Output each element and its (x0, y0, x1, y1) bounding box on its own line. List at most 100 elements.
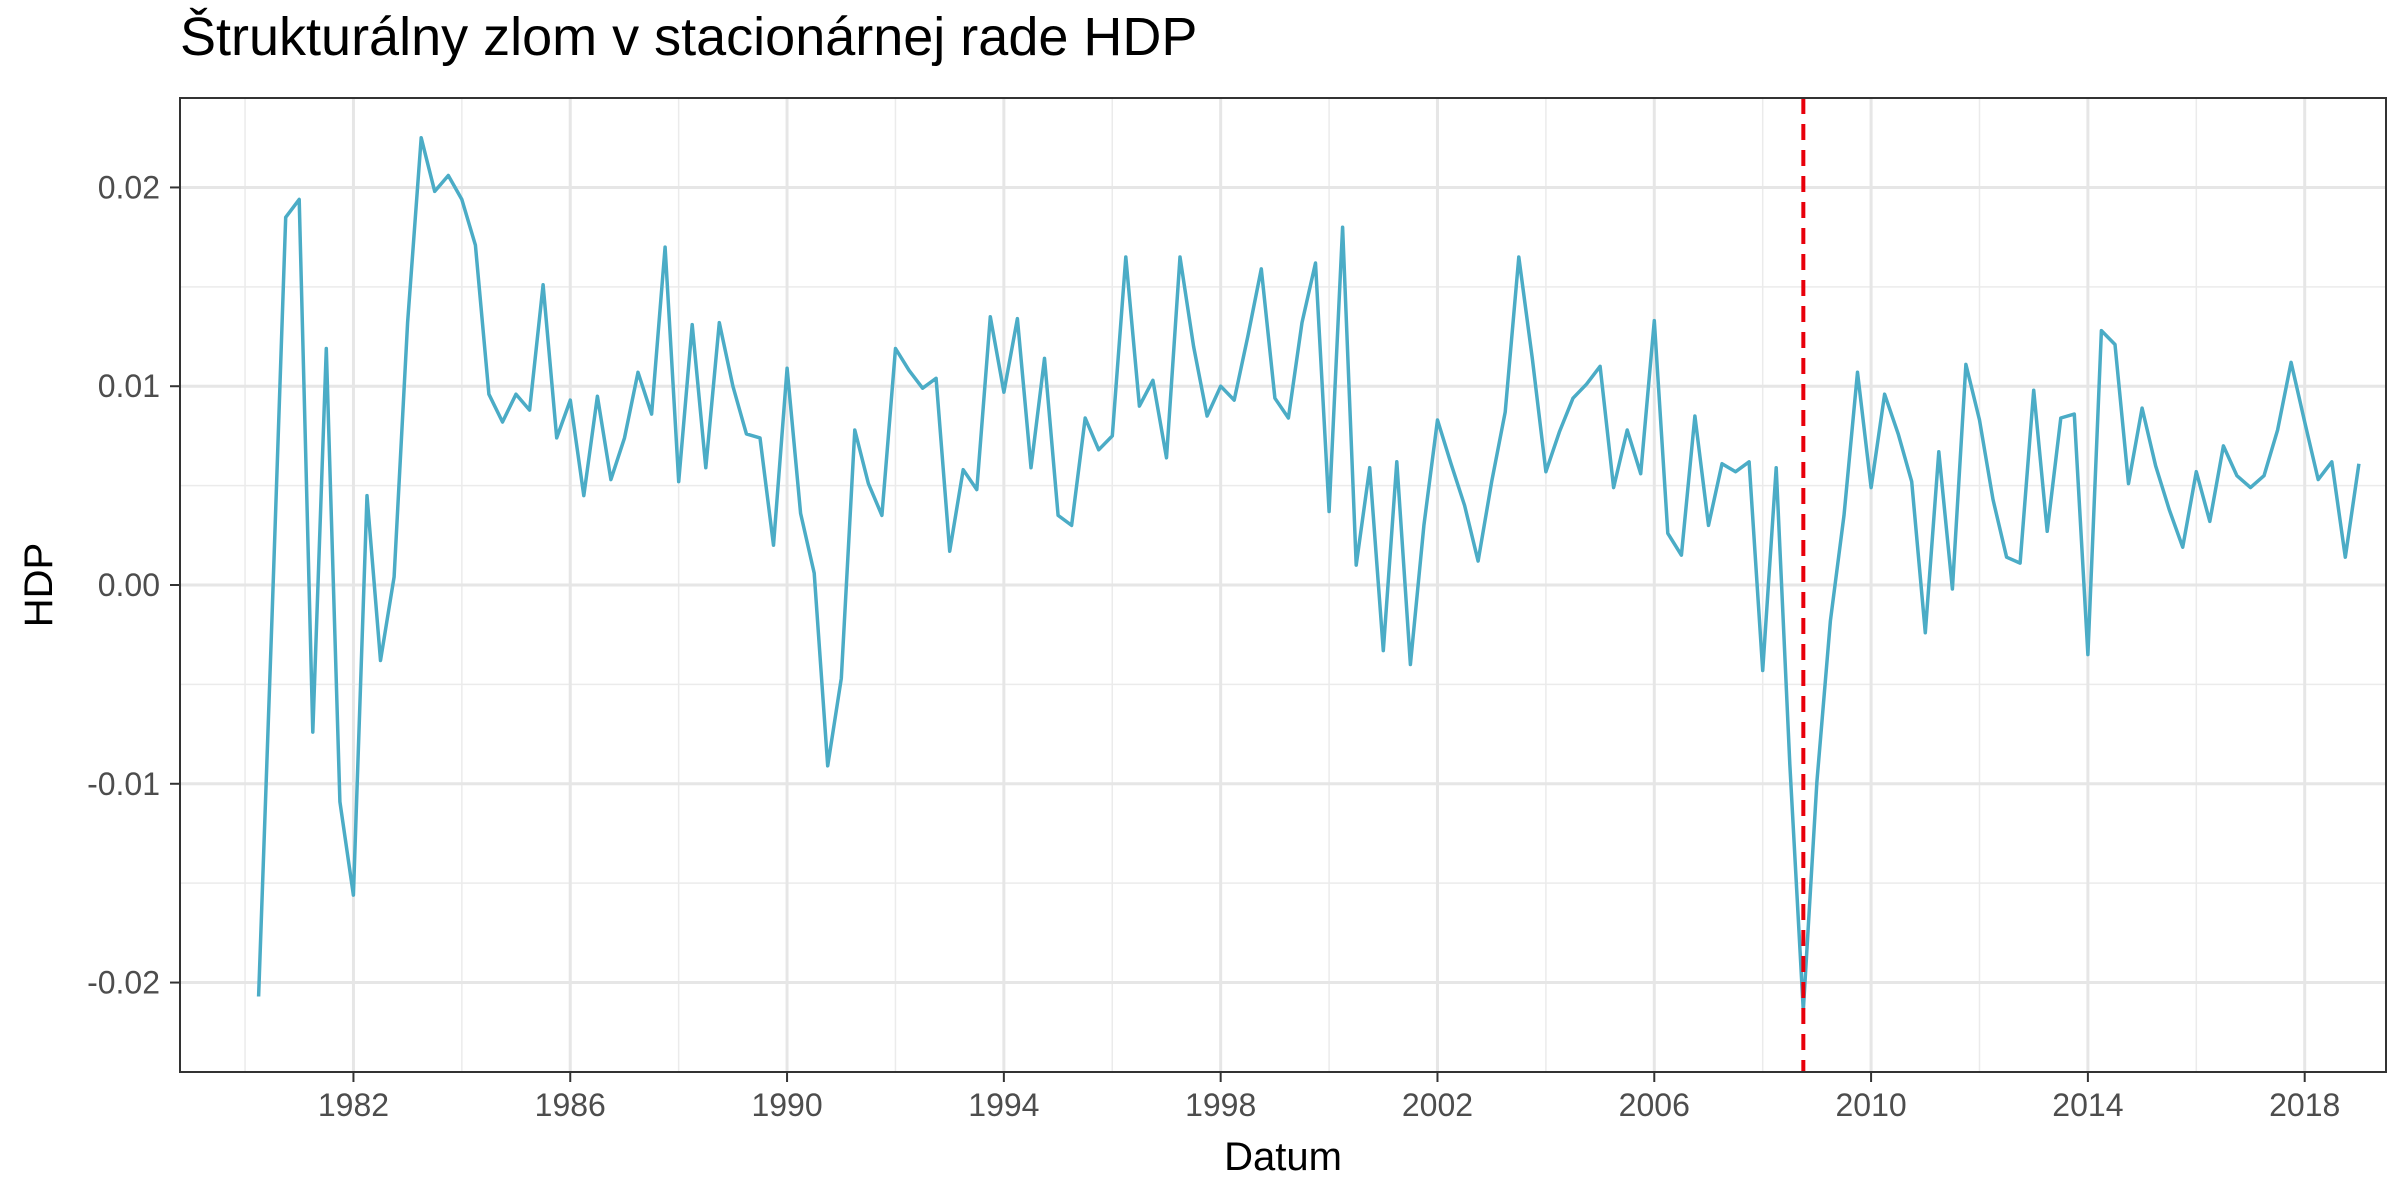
data-point (772, 543, 776, 547)
data-point (297, 197, 301, 201)
x-tick-label: 2010 (1835, 1087, 1906, 1123)
data-point (1923, 631, 1927, 635)
data-point (568, 398, 572, 402)
data-point (2127, 482, 2131, 486)
data-point (2086, 653, 2090, 657)
data-point (1977, 418, 1981, 422)
data-point (1015, 317, 1019, 321)
data-point (2303, 420, 2307, 424)
data-point (704, 466, 708, 470)
data-point (731, 384, 735, 388)
data-point (717, 321, 721, 325)
data-point (677, 480, 681, 484)
x-tick-label: 1986 (535, 1087, 606, 1123)
data-point (460, 197, 464, 201)
data-point (541, 283, 545, 287)
data-point (866, 482, 870, 486)
data-point (609, 478, 613, 482)
data-point (1490, 480, 1494, 484)
data-point (1544, 470, 1548, 474)
x-tick-label: 1998 (1185, 1087, 1256, 1123)
data-point (1815, 780, 1819, 784)
data-point (406, 321, 410, 325)
data-point (1395, 460, 1399, 464)
data-point (1991, 498, 1995, 502)
y-axis-ticks: -0.02 -0.01 0.00 0.01 0.02 (87, 169, 180, 1001)
data-point (2343, 555, 2347, 559)
data-point (473, 243, 477, 247)
data-point (1910, 480, 1914, 484)
grid-major (180, 98, 2386, 1072)
x-axis-ticks: 1982 1986 1990 1994 1998 2002 2006 2010 2014 2018 (318, 1072, 2340, 1123)
data-point (2262, 474, 2266, 478)
data-point (839, 676, 843, 680)
series-layer (256, 136, 2361, 1013)
data-point (1828, 619, 1832, 623)
data-point (1286, 416, 1290, 420)
data-point (1571, 396, 1575, 400)
data-point (1273, 396, 1277, 400)
data-point (636, 370, 640, 374)
data-point (2032, 388, 2036, 392)
data-point (351, 893, 355, 897)
x-tick-label: 2018 (2269, 1087, 2340, 1123)
data-point (2235, 474, 2239, 478)
data-point (1869, 486, 1873, 490)
data-point (1097, 448, 1101, 452)
y-tick-label: 0.00 (98, 567, 160, 603)
chart-title: Štrukturálny zlom v stacionárnej rade HD… (180, 7, 1198, 67)
data-point (1002, 390, 1006, 394)
data-point (1788, 762, 1792, 766)
data-point (1164, 456, 1168, 460)
data-point (392, 575, 396, 579)
data-point (1435, 418, 1439, 422)
data-point (1368, 466, 1372, 470)
data-point (1070, 523, 1074, 527)
data-point (1896, 432, 1900, 436)
data-point (270, 613, 274, 617)
data-point (2357, 462, 2361, 466)
data-point (2289, 360, 2293, 364)
data-point (1300, 321, 1304, 325)
data-point (1408, 663, 1412, 667)
data-point (582, 494, 586, 498)
data-point (921, 386, 925, 390)
data-point (2221, 444, 2225, 448)
data-point (1029, 466, 1033, 470)
data-point (2005, 555, 2009, 559)
data-point (1449, 462, 1453, 466)
y-axis-title: HDP (17, 543, 61, 627)
data-point (1043, 356, 1047, 360)
y-tick-label: -0.01 (87, 766, 160, 802)
data-point (988, 315, 992, 319)
data-point (2045, 529, 2049, 533)
data-point (379, 659, 383, 663)
data-point (893, 346, 897, 350)
data-point (975, 488, 979, 492)
data-point (2248, 486, 2252, 490)
data-point (2018, 561, 2022, 565)
data-point (1178, 255, 1182, 259)
data-point (663, 245, 667, 249)
data-point (1137, 404, 1141, 408)
data-point (1557, 430, 1561, 434)
data-point (622, 436, 626, 440)
data-point (1937, 450, 1941, 454)
data-point (1314, 261, 1318, 265)
data-point (1259, 267, 1263, 271)
data-point (2194, 470, 2198, 474)
data-point (948, 549, 952, 553)
data-point (2276, 428, 2280, 432)
x-tick-label: 2002 (1402, 1087, 1473, 1123)
data-point (419, 136, 423, 140)
x-tick-label: 2014 (2052, 1087, 2123, 1123)
data-point (1964, 362, 1968, 366)
data-point (785, 366, 789, 370)
data-point (2330, 460, 2334, 464)
data-point (1666, 531, 1670, 535)
data-point (1110, 434, 1114, 438)
data-point (1381, 649, 1385, 653)
data-point (514, 392, 518, 396)
data-point (690, 323, 694, 327)
data-point (1219, 384, 1223, 388)
